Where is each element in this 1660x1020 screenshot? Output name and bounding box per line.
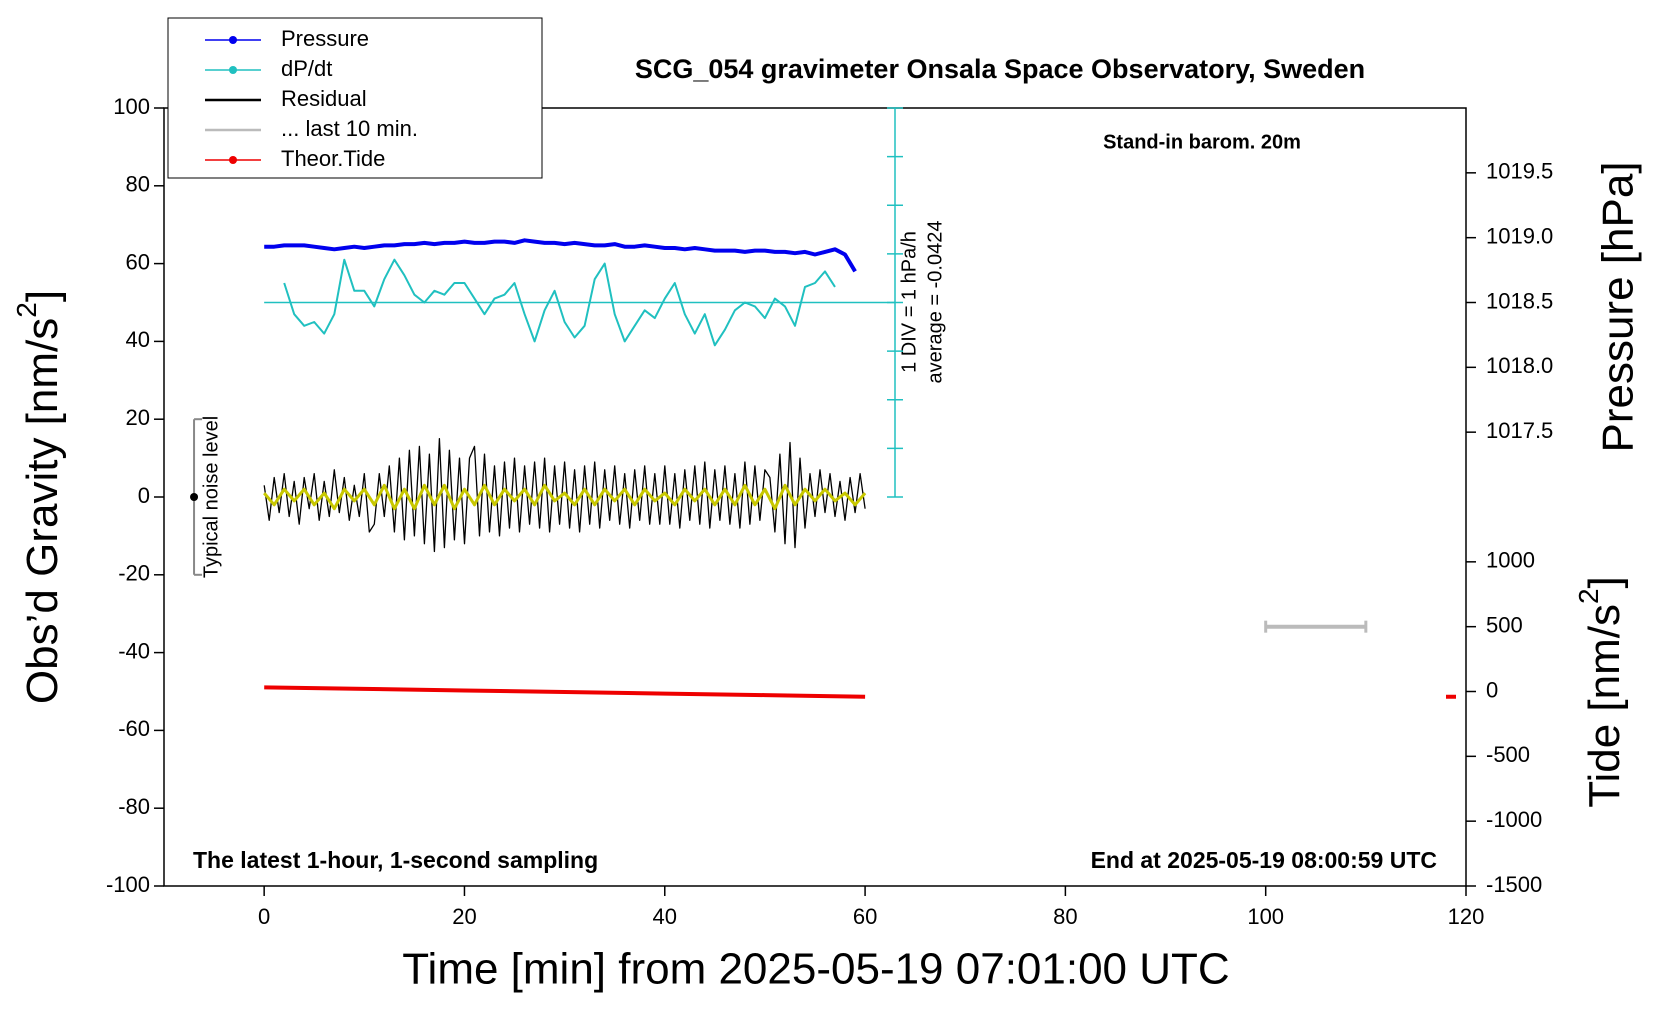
y2-axis-label: Pressure [hPa]	[1594, 161, 1643, 452]
y-label-end: ]	[18, 290, 67, 302]
note-left: The latest 1-hour, 1-second sampling	[193, 847, 598, 873]
legend-marker	[229, 66, 237, 74]
y-tick-label: -60	[118, 716, 150, 741]
x-axis-label: Time [min] from 2025-05-19 07:01:00 UTC	[402, 945, 1229, 994]
series-line	[264, 685, 1456, 699]
x-tick-label: 60	[853, 904, 877, 929]
x-tick-label: 120	[1448, 904, 1485, 929]
y3-tick-label: -500	[1486, 742, 1530, 767]
y3-label-text: Tide [nm/s	[1580, 604, 1629, 808]
y2-tick-label: 1019.0	[1486, 223, 1553, 248]
y3-tick-label: -1000	[1486, 807, 1542, 832]
y2-tick-label: 1017.5	[1486, 418, 1553, 443]
y3-tick-label: -1500	[1486, 872, 1542, 897]
legend-marker	[229, 36, 237, 44]
y3-tick-label: 0	[1486, 677, 1498, 702]
y-tick-label: 40	[126, 327, 150, 352]
y3-tick-label: 1000	[1486, 548, 1535, 573]
y-tick-label: -80	[118, 794, 150, 819]
y-tick-label: 60	[126, 249, 150, 274]
series-line	[283, 258, 836, 347]
y-tick-label: -100	[106, 872, 150, 897]
y3-tick-label: 500	[1486, 612, 1523, 637]
y-tick-label: 100	[113, 94, 150, 119]
noise-label: Typical noise level	[200, 416, 222, 578]
y2-tick-label: 1018.0	[1486, 353, 1553, 378]
legend-label: dP/dt	[281, 56, 332, 81]
x-tick-label: 20	[452, 904, 476, 929]
chart-title: SCG_054 gravimeter Onsala Space Observat…	[635, 54, 1365, 84]
y2-tick-label: 1019.5	[1486, 159, 1553, 184]
y-tick-label: -40	[118, 638, 150, 663]
dpdt-average: average = -0.0424	[924, 221, 946, 384]
legend-label: Theor.Tide	[281, 146, 385, 171]
y3-label-end: ]	[1580, 576, 1629, 588]
series-line	[263, 438, 866, 553]
subtitle: Stand-in barom. 20m	[1103, 131, 1301, 153]
x-tick-label: 0	[258, 904, 270, 929]
y3-label-sup: 2	[1573, 588, 1604, 604]
y-tick-label: 20	[126, 405, 150, 430]
legend-box	[167, 17, 543, 179]
y-tick-label: 0	[138, 483, 150, 508]
series-line	[264, 238, 857, 273]
dpdt-scale: 1 DIV = 1 hPa/h	[898, 231, 920, 373]
series-line	[263, 483, 867, 511]
y-label-sup: 2	[11, 302, 42, 318]
legend-label: ... last 10 min.	[281, 116, 418, 141]
y-tick-label: 80	[126, 172, 150, 197]
x-tick-label: 100	[1247, 904, 1284, 929]
y3-axis-label: Tide [nm/s2]	[1573, 576, 1628, 808]
note-right: End at 2025-05-19 08:00:59 UTC	[1091, 847, 1437, 873]
y2-tick-label: 1018.5	[1486, 288, 1553, 313]
y-label-text: Obs’d Gravity [nm/s	[18, 318, 67, 704]
x-tick-label: 40	[653, 904, 677, 929]
y-axis-label: Obs’d Gravity [nm/s2]	[11, 290, 66, 704]
legend-label: Residual	[281, 86, 367, 111]
noise-center	[190, 493, 199, 501]
legend-label: Pressure	[281, 26, 369, 51]
legend-marker	[229, 156, 237, 164]
y-tick-label: -20	[118, 561, 150, 586]
x-tick-label: 80	[1053, 904, 1077, 929]
